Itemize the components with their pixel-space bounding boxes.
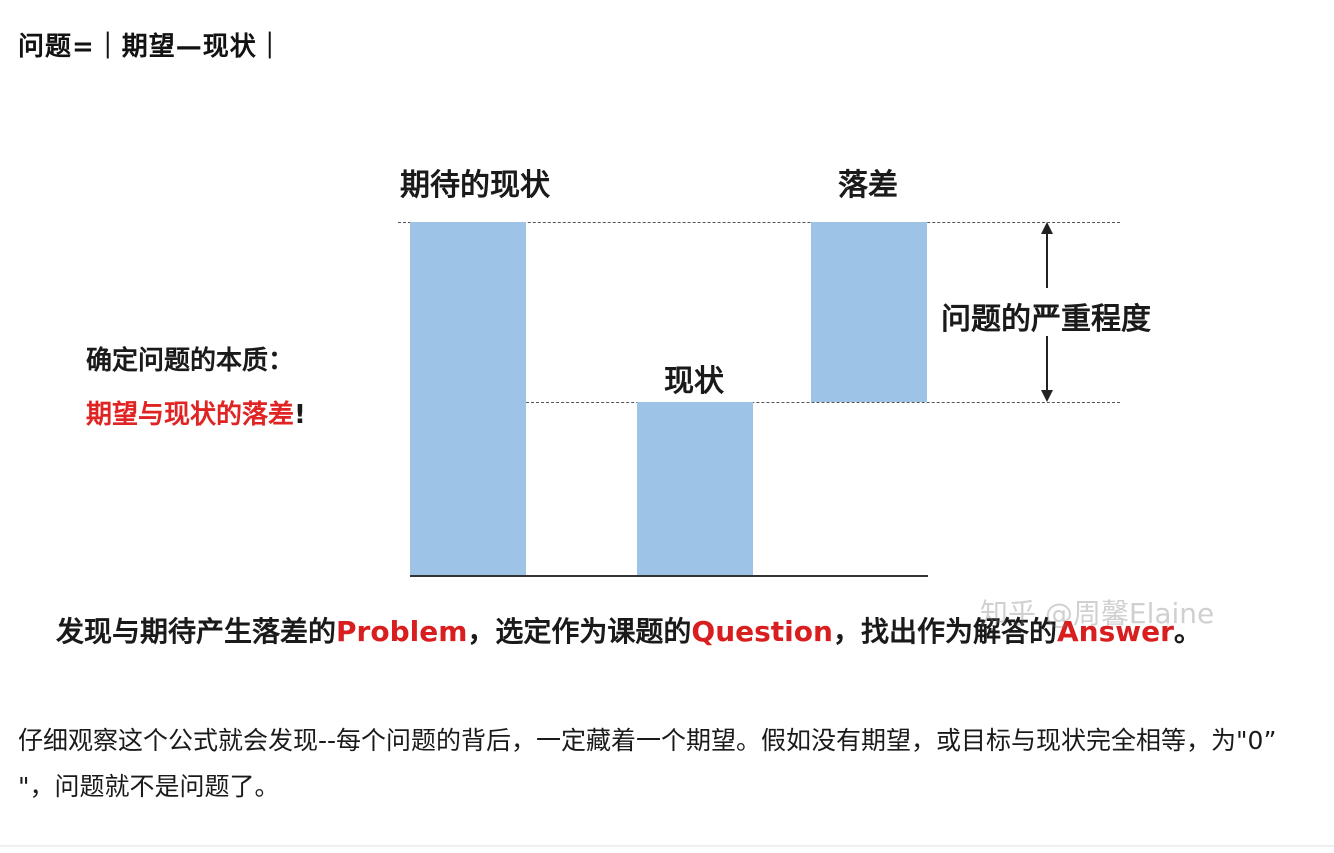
caption-part1: 发现与期待产生落差的 <box>56 615 337 648</box>
mid-dashed-line <box>526 402 1120 403</box>
figure-caption: 发现与期待产生落差的Problem，选定作为课题的Question，找出作为解答… <box>56 610 1202 650</box>
caption-part4: 。 <box>1173 615 1202 648</box>
caption-answer: Answer <box>1056 615 1174 648</box>
caption-part2: ，选定作为课题的 <box>467 615 692 648</box>
watermark: 知乎 @周馨Elaine <box>980 597 1215 630</box>
label-severity: 问题的严重程度 <box>941 302 1151 337</box>
divider <box>0 845 1334 847</box>
bar-expected <box>410 222 526 576</box>
bar-current <box>637 402 753 576</box>
label-expected: 期待的现状 <box>400 168 550 203</box>
arrow-shaft-top <box>1046 232 1048 288</box>
arrow-shaft-bottom <box>1046 336 1048 392</box>
side-red-text: 期望与现状的落差! <box>86 394 306 431</box>
side-exclamation: ! <box>294 400 306 430</box>
section-heading: 问题=｜期望—现状｜ <box>18 32 284 62</box>
body-paragraph: 仔细观察这个公式就会发现--每个问题的背后，一定藏着一个期望。假如没有期望，或目… <box>18 726 1277 801</box>
baseline <box>410 575 928 577</box>
top-dashed-line <box>398 222 1120 223</box>
caption-question: Question <box>691 615 833 648</box>
side-title: 确定问题的本质： <box>86 346 295 376</box>
problem-gap-figure: 期待的现状 落差 现状 问题的严重程度 确定问题的本质： 期望与现状的落差! 发… <box>20 130 1320 670</box>
side-red-phrase: 期望与现状的落差 <box>86 400 295 430</box>
caption-part3: ，找出作为解答的 <box>832 615 1057 648</box>
bar-gap <box>811 222 927 402</box>
arrow-down-icon <box>1041 390 1053 402</box>
label-gap: 落差 <box>838 168 898 203</box>
label-current: 现状 <box>664 364 724 399</box>
arrow-up-icon <box>1041 222 1053 234</box>
caption-problem: Problem <box>336 615 468 648</box>
